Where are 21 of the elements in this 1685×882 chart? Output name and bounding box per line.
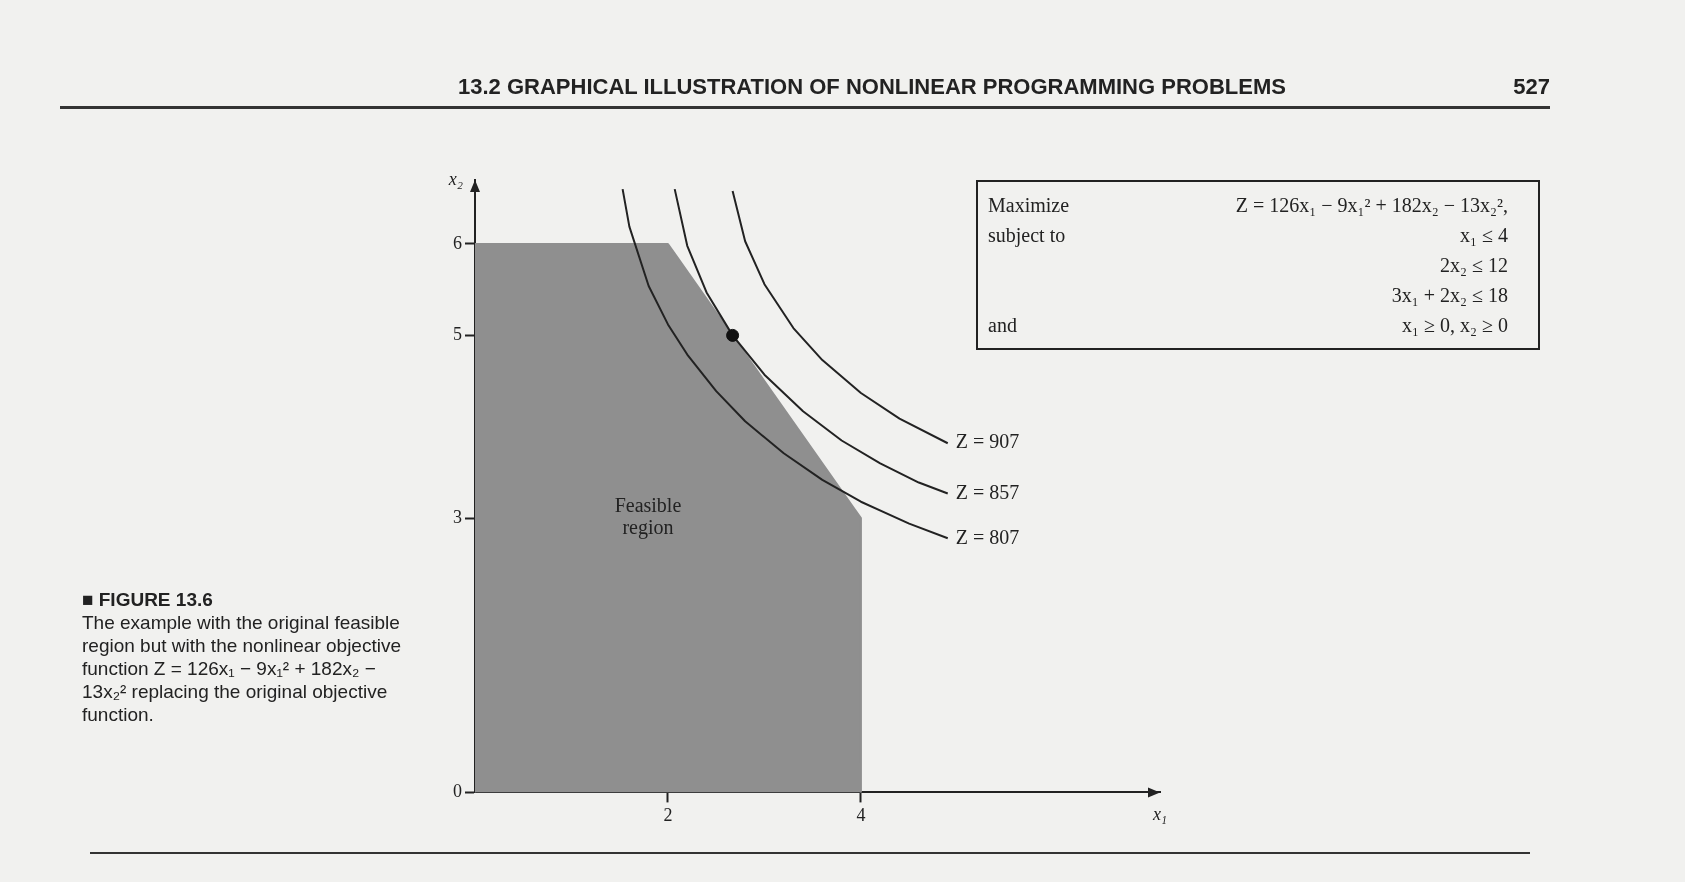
- y-tick-label: 0: [453, 781, 462, 802]
- annotation: Z = 807: [955, 525, 1020, 548]
- annotation: Z = 857: [955, 480, 1020, 503]
- y-axis-title: x₂: [447, 168, 463, 189]
- text: 3x₁ + 2x₂ ≤ 18: [1390, 283, 1509, 308]
- annotation: Feasible region: [614, 494, 682, 540]
- y-tick-label: 3: [453, 506, 462, 527]
- x-tick-label: 4: [856, 804, 866, 825]
- x-tick-label: 2: [663, 804, 673, 825]
- text: 527: [1513, 74, 1550, 100]
- text: and x₁ ≥ 0, x₂ ≥ 0: [988, 314, 1508, 336]
- text: Maximize Z = 126x₁ − 9x₁² + 182x₂ − 13x₂²,: [988, 194, 1508, 216]
- annotation: Z = 907: [955, 430, 1020, 453]
- text: subject to x₁ ≤ 4: [988, 224, 1508, 246]
- x-axis-title: x₁: [1151, 804, 1168, 825]
- text: 2x₂ ≤ 12: [1439, 253, 1509, 278]
- text: The example with the original feasible region but with the nonlinear objective function Z = 126x₁ − 9x₁² + 182x₂ − 13x₂² replacing the original objective function.: [82, 611, 402, 726]
- y-tick-label: 6: [453, 232, 462, 253]
- chart-title: 13.2 GRAPHICAL ILLUSTRATION OF NONLINEAR PROGRAMMING PROBLEMS: [458, 74, 1286, 100]
- y-tick-label: 5: [453, 324, 462, 345]
- text: ■ FIGURE 13.6: [82, 588, 214, 611]
